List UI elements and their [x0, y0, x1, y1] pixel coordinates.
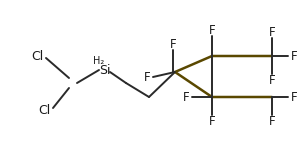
Text: Si: Si: [99, 64, 111, 76]
Text: F: F: [170, 37, 176, 51]
Text: F: F: [209, 24, 215, 36]
Text: F: F: [183, 91, 189, 104]
Text: H₂: H₂: [93, 56, 105, 66]
Text: Cl: Cl: [31, 49, 43, 63]
Text: Cl: Cl: [38, 104, 50, 116]
Text: F: F: [269, 25, 275, 39]
Text: F: F: [269, 115, 275, 128]
Text: F: F: [291, 49, 297, 63]
Text: F: F: [269, 73, 275, 87]
Text: F: F: [291, 91, 297, 104]
Text: F: F: [144, 71, 150, 84]
Text: F: F: [209, 115, 215, 128]
